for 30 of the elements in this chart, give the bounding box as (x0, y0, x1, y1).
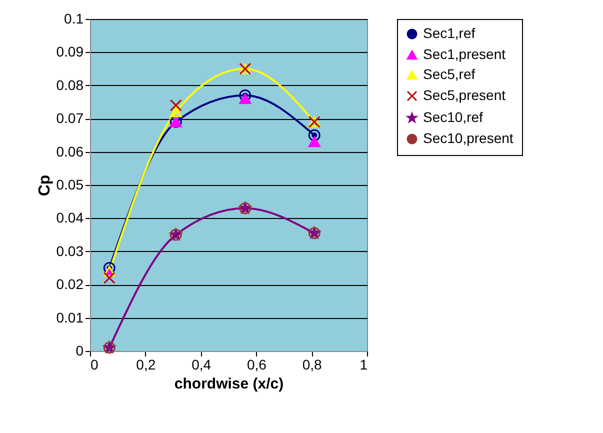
y-tick-label: 0.06 (56, 143, 84, 160)
y-tick-label: 0 (76, 342, 84, 358)
y-tick-label: 0.09 (56, 44, 84, 60)
x-tick-label: 0 (90, 356, 98, 372)
y-axis-title: Cp (36, 174, 54, 196)
legend-label: Sec5,ref (423, 66, 476, 82)
y-tick-label: 0.02 (56, 276, 84, 292)
x-tick-label: 0,2 (136, 356, 156, 372)
legend-label: Sec1,present (423, 46, 506, 62)
x-axis-title: chordwise (x/c) (174, 376, 284, 392)
y-tick-label: 0.08 (56, 76, 84, 93)
y-tick-label: 0.1 (64, 10, 84, 26)
y-tick-label: 0.07 (56, 110, 84, 126)
x-tick-label: 1 (360, 356, 368, 372)
legend-label: Sec10,ref (423, 109, 484, 125)
legend-label: Sec5,present (423, 87, 506, 103)
y-tick-label: 0.04 (56, 210, 84, 226)
point (308, 136, 320, 148)
y-tick-label: 0.03 (56, 242, 84, 259)
point (239, 93, 252, 104)
point (308, 129, 320, 142)
legend-label: Sec1,ref (423, 25, 476, 41)
point (170, 99, 182, 112)
x-tick-label: 0,4 (192, 356, 212, 372)
y-tick-label: 0.01 (56, 309, 84, 326)
point (103, 272, 116, 284)
x-tick-label: 0,8 (302, 356, 322, 372)
y-tick-label: 0.05 (56, 176, 84, 192)
legend-label: Sec10,present (423, 130, 514, 146)
x-tick-label: 0,6 (246, 356, 267, 372)
